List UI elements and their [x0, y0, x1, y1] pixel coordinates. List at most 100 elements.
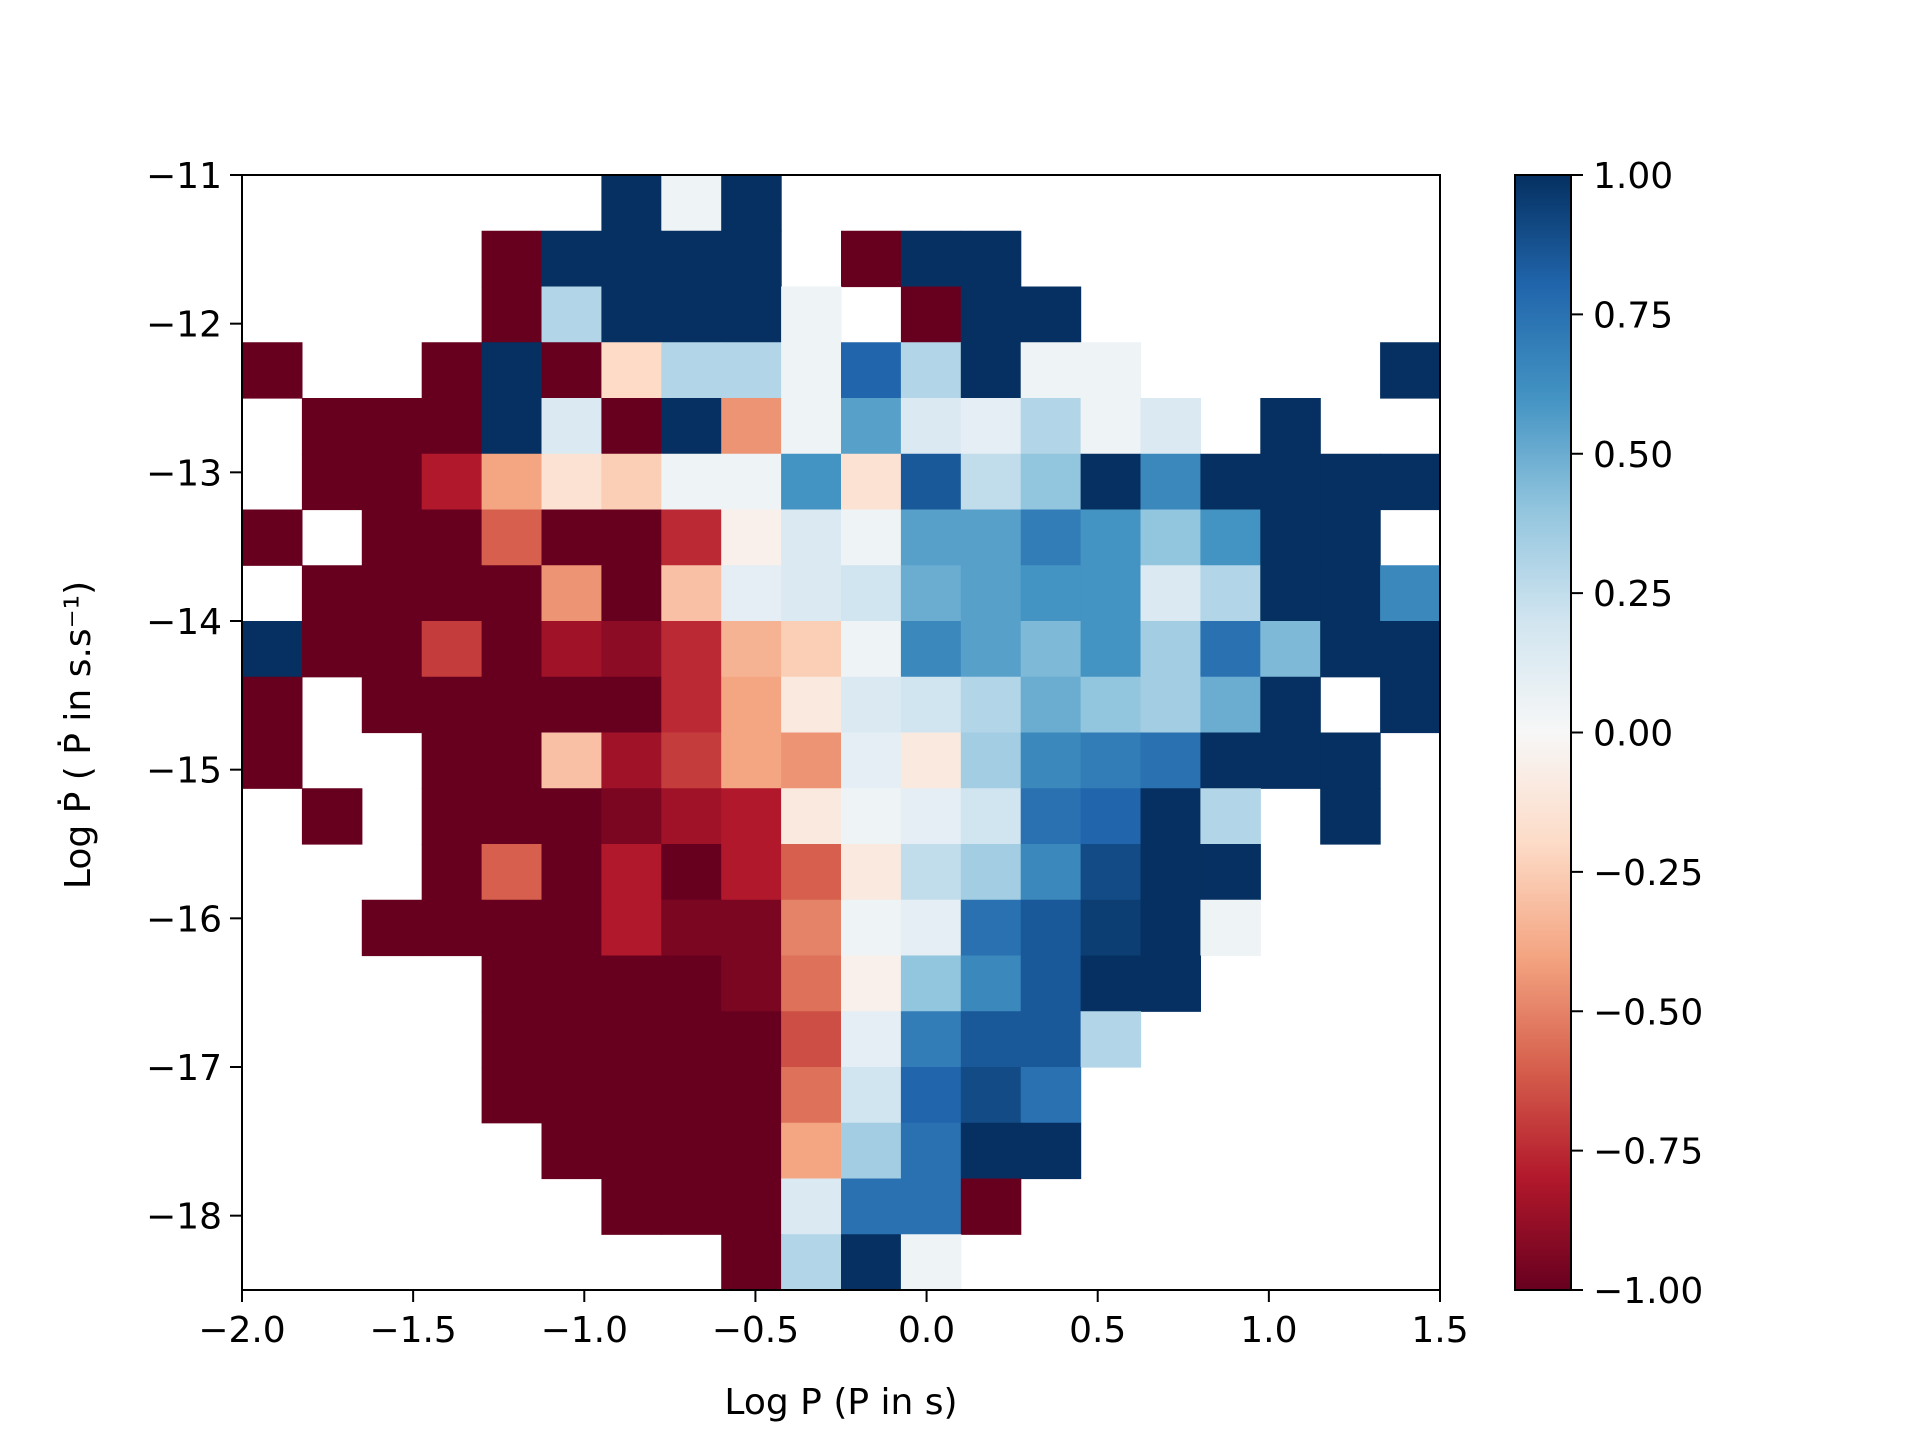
- heatmap-cell: [1020, 676, 1082, 734]
- heatmap-cell: [721, 788, 782, 845]
- heatmap-cell: [601, 732, 662, 789]
- heatmap-cell: [601, 1122, 662, 1180]
- heatmap-cell: [900, 453, 962, 511]
- colorbar-tick-label: −1.00: [1593, 1271, 1703, 1312]
- heatmap-cell: [601, 175, 662, 232]
- heatmap-cell: [481, 565, 543, 622]
- heatmap-cell: [900, 621, 962, 678]
- heatmap-cell: [900, 230, 962, 288]
- heatmap-cell: [721, 844, 782, 901]
- heatmap-cell: [661, 732, 722, 789]
- heatmap-cell: [601, 342, 662, 399]
- heatmap-cell: [661, 955, 722, 1012]
- heatmap-cell: [721, 732, 782, 789]
- heatmap-cell: [661, 509, 722, 566]
- heatmap-cell: [1080, 342, 1142, 399]
- heatmap-cell: [1140, 453, 1201, 511]
- heatmap-cell: [361, 398, 423, 455]
- heatmap-cell: [481, 899, 543, 957]
- heatmap-cell: [301, 565, 363, 622]
- heatmap-cell: [960, 732, 1022, 789]
- heatmap-cell: [721, 1234, 782, 1291]
- heatmap-cell: [781, 844, 842, 901]
- heatmap-cell: [721, 1178, 782, 1235]
- heatmap-cell: [721, 342, 782, 399]
- heatmap-cell: [601, 1011, 662, 1068]
- heatmap-cells: [242, 175, 1441, 1291]
- heatmap-cell: [361, 899, 423, 957]
- heatmap-cell: [1320, 788, 1381, 845]
- x-tick-label: −1.5: [369, 1310, 456, 1351]
- x-tick-label: 1.0: [1240, 1310, 1297, 1351]
- heatmap-cell: [541, 899, 602, 957]
- heatmap-cell: [361, 565, 423, 622]
- heatmap-cell: [1080, 621, 1142, 678]
- heatmap-cell: [421, 844, 483, 901]
- heatmap-cell: [1200, 844, 1261, 901]
- heatmap-cell: [960, 565, 1022, 622]
- heatmap-cell: [1140, 899, 1201, 957]
- y-tick-label: −15: [146, 751, 222, 792]
- heatmap-cell: [421, 342, 483, 399]
- heatmap-cell: [541, 286, 602, 343]
- heatmap-cell: [1380, 565, 1441, 622]
- heatmap-cell: [1080, 732, 1142, 789]
- heatmap-cell: [1320, 732, 1381, 789]
- heatmap-cell: [1140, 732, 1201, 789]
- heatmap-cell: [1200, 621, 1261, 678]
- heatmap-cell: [1200, 676, 1261, 734]
- x-axis-label: Log P (P in s): [724, 1382, 957, 1423]
- heatmap-cell: [781, 1122, 842, 1180]
- heatmap-cell: [541, 453, 602, 511]
- heatmap-cell: [960, 899, 1022, 957]
- heatmap-cell: [661, 1011, 722, 1068]
- heatmap-cell: [841, 230, 902, 288]
- heatmap-cell: [781, 1234, 842, 1291]
- heatmap-cell: [841, 844, 902, 901]
- heatmap-cell: [481, 788, 543, 845]
- heatmap-cell: [601, 676, 662, 734]
- heatmap-cell: [661, 1178, 722, 1235]
- heatmap-cell: [1260, 565, 1321, 622]
- heatmap-cell: [1140, 398, 1201, 455]
- heatmap-cell: [541, 732, 602, 789]
- heatmap-cell: [960, 844, 1022, 901]
- heatmap-cell: [301, 398, 363, 455]
- heatmap-cell: [1020, 565, 1082, 622]
- heatmap-cell: [960, 230, 1022, 288]
- heatmap-cell: [301, 788, 363, 845]
- heatmap-cell: [781, 398, 842, 455]
- x-axis: −2.0 −1.5 −1.0 −0.5 0.0 0.5 1.0 1.5: [198, 1290, 1469, 1351]
- heatmap-cell: [960, 453, 1022, 511]
- heatmap-cell: [841, 1122, 902, 1180]
- heatmap-cell: [1260, 676, 1321, 734]
- heatmap-cell: [481, 230, 543, 288]
- heatmap-cell: [661, 788, 722, 845]
- heatmap-cell: [1080, 453, 1142, 511]
- heatmap-cell: [960, 342, 1022, 399]
- x-tick-label: −1.0: [541, 1310, 628, 1351]
- heatmap-cell: [541, 676, 602, 734]
- heatmap-cell: [1080, 788, 1142, 845]
- heatmap-cell: [841, 732, 902, 789]
- heatmap-cell: [541, 230, 602, 288]
- heatmap-cell: [481, 453, 543, 511]
- y-tick-label: −11: [146, 156, 222, 197]
- heatmap-cell: [841, 676, 902, 734]
- heatmap-cell: [541, 342, 602, 399]
- heatmap-cell: [900, 1234, 962, 1291]
- heatmap-cell: [900, 1067, 962, 1124]
- heatmap-cell: [421, 398, 483, 455]
- y-tick-label: −12: [146, 305, 222, 346]
- heatmap-cell: [1140, 788, 1201, 845]
- heatmap-cell: [1020, 453, 1082, 511]
- heatmap-cell: [900, 398, 962, 455]
- heatmap-cell: [721, 899, 782, 957]
- heatmap-cell: [1020, 899, 1082, 957]
- heatmap-cell: [960, 676, 1022, 734]
- heatmap-cell: [601, 1178, 662, 1235]
- heatmap-cell: [781, 899, 842, 957]
- heatmap-cell: [421, 899, 483, 957]
- colorbar-tick-label: −0.75: [1593, 1132, 1703, 1173]
- heatmap-cell: [721, 1067, 782, 1124]
